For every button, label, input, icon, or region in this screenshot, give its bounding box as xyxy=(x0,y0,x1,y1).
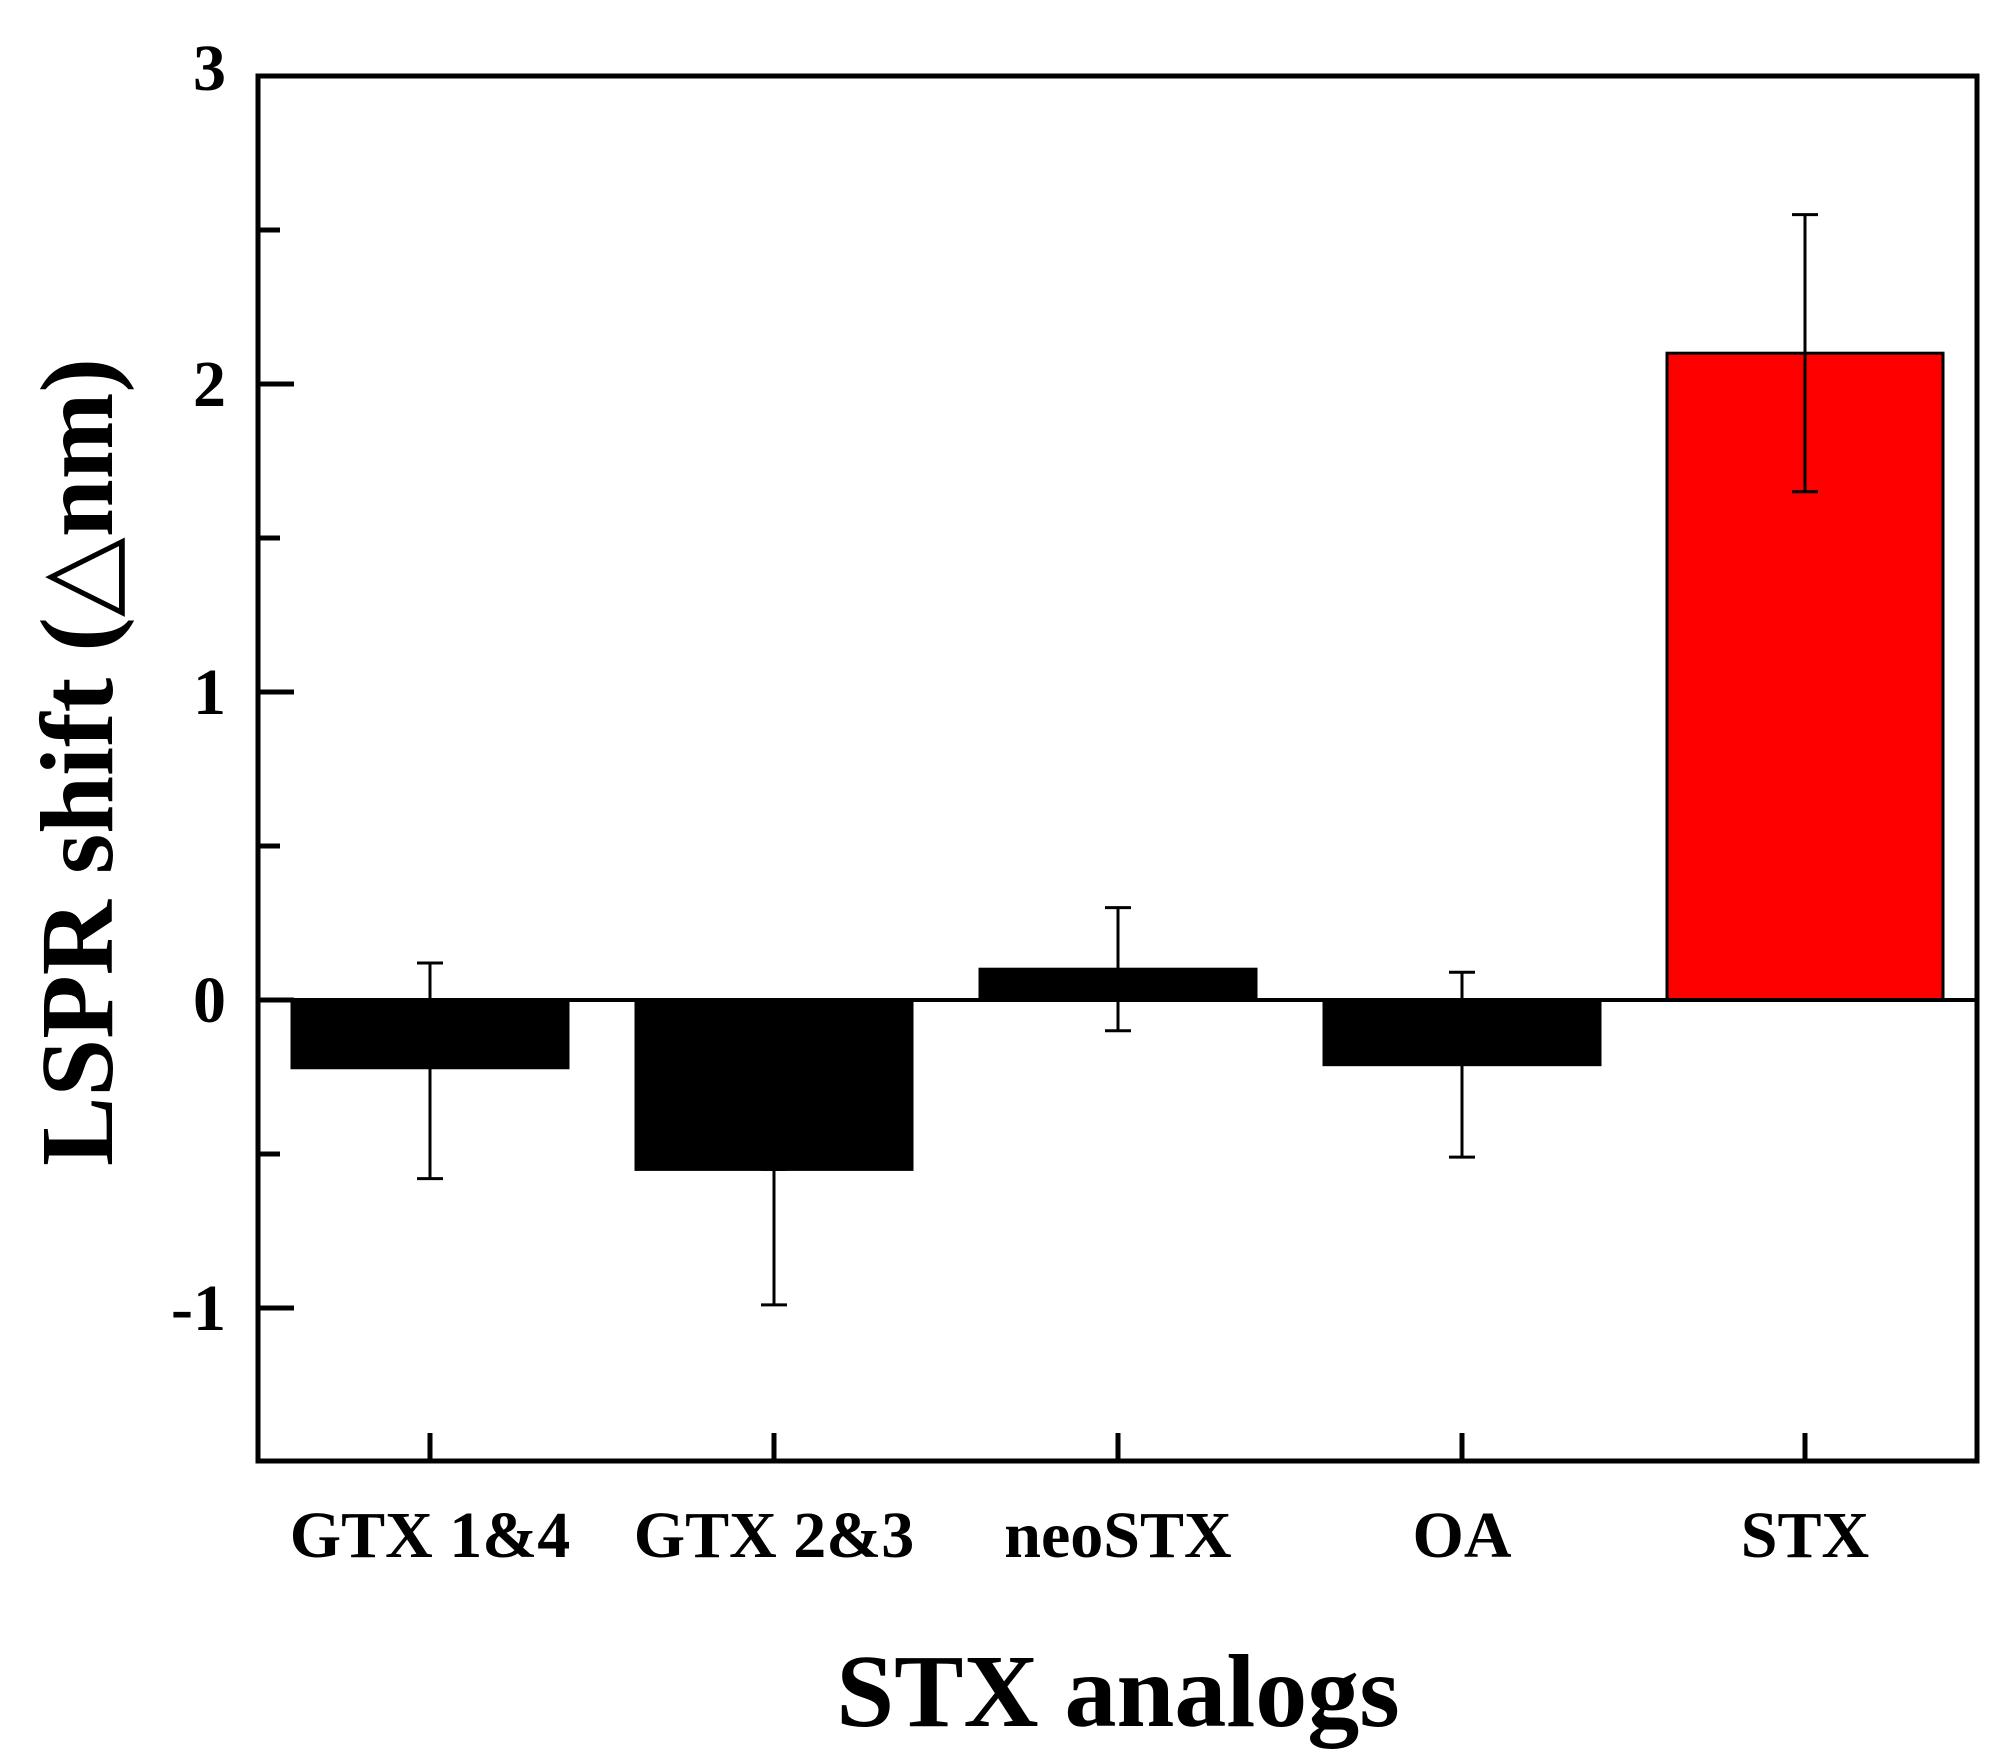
y-tick-labels: -1 0 1 2 3 xyxy=(171,32,226,1345)
x-axis-title: STX analogs xyxy=(836,1634,1400,1749)
x-tick-label: STX xyxy=(1741,1499,1869,1572)
error-bar xyxy=(1449,970,1475,1159)
y-tick-label: -1 xyxy=(171,1272,226,1345)
bars-group xyxy=(290,351,1945,1171)
x-tick-label: GTX 1&4 xyxy=(290,1499,571,1572)
y-tick-label: 0 xyxy=(193,964,226,1037)
y-axis-title: LSPR shift (△nm) xyxy=(20,358,135,1166)
y-tick-label: 1 xyxy=(193,656,226,729)
error-bar xyxy=(1105,906,1131,1033)
y-axis-title-prefix: LSPR shift ( xyxy=(20,617,135,1166)
bar-gtx-2-3 xyxy=(634,998,914,1171)
y-tick-label: 2 xyxy=(193,348,226,421)
error-bars-group xyxy=(417,213,1818,1307)
x-tick-label: neoSTX xyxy=(1004,1499,1231,1572)
y-tick-label: 3 xyxy=(193,32,226,105)
y-axis-title-suffix: nm) xyxy=(20,358,135,537)
error-bar xyxy=(417,961,443,1181)
x-tick-label: OA xyxy=(1413,1499,1512,1572)
x-tick-label: GTX 2&3 xyxy=(634,1499,915,1572)
y-axis-ticks xyxy=(258,73,294,1311)
delta-icon: △ xyxy=(20,537,135,617)
x-axis-ticks xyxy=(427,1433,1808,1461)
x-tick-labels: GTX 1&4 GTX 2&3 neoSTX OA STX xyxy=(290,1499,1869,1572)
error-bar xyxy=(1792,213,1818,494)
error-bar xyxy=(761,1167,787,1307)
